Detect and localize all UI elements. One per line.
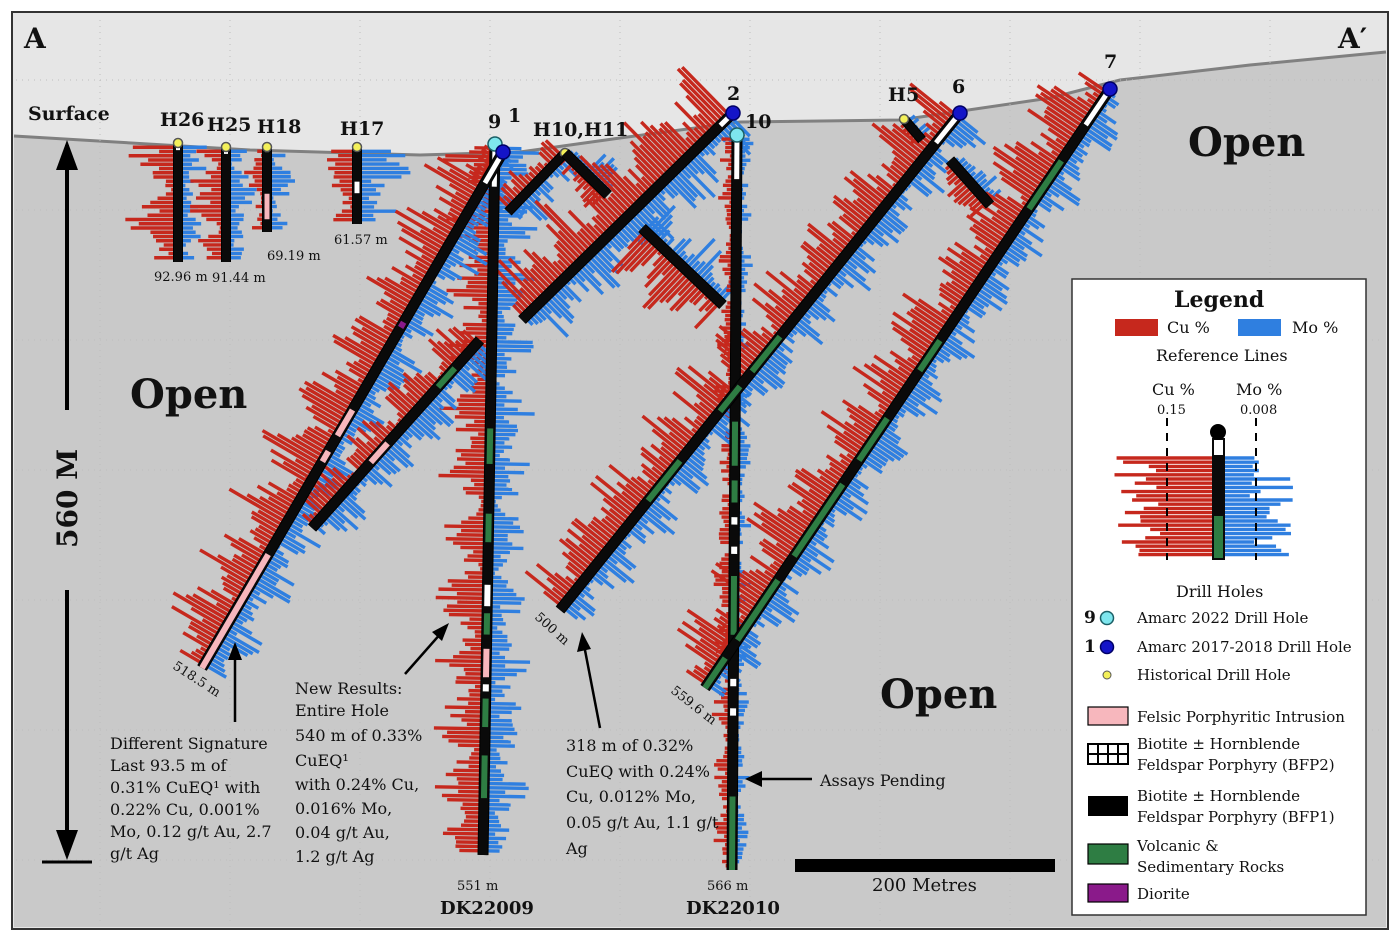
hole-label-9: 9 [488, 111, 501, 133]
svg-text:New Results:: New Results: [295, 679, 402, 698]
svg-text:Mo, 0.12 g/t Au, 2.7: Mo, 0.12 g/t Au, 2.7 [110, 822, 272, 841]
legend-mo-label: Mo % [1292, 318, 1338, 337]
hole-trace-h18 [263, 143, 272, 233]
legend-bfp2-label-line1: Biotite ± Hornblende [1137, 735, 1300, 753]
hole-label-1: 1 [508, 105, 521, 127]
legend: Legend Cu % Mo % Reference Lines Cu % 0.… [1072, 279, 1366, 915]
svg-text:CuEQ with 0.24%: CuEQ with 0.24% [566, 762, 710, 781]
open-label-top-right: Open [1188, 119, 1305, 166]
legend-felsic-label: Felsic Porphyritic Intrusion [1137, 708, 1345, 726]
svg-text:0.22% Cu, 0.001%: 0.22% Cu, 0.001% [110, 800, 260, 819]
svg-text:g/t Ag: g/t Ag [110, 844, 159, 863]
legend-diorite-label: Diorite [1137, 885, 1190, 903]
hole-label-h5: H5 [888, 84, 919, 106]
section-end-label: A′ [1337, 22, 1367, 55]
legend-cu-swatch [1115, 319, 1158, 336]
legend-volcanic-label-line1: Volcanic & [1136, 837, 1219, 855]
svg-text:318 m of 0.32%: 318 m of 0.32% [566, 736, 693, 755]
depth-label-10: 566 m [707, 879, 748, 894]
svg-text:Ag: Ag [565, 839, 588, 858]
collar-h26 [174, 139, 183, 148]
depth-label-h18: 69.19 m [267, 249, 321, 264]
svg-text:0.04 g/t Au,: 0.04 g/t Au, [295, 823, 390, 842]
hole-label-h18: H18 [257, 116, 301, 138]
svg-text:Entire Hole: Entire Hole [295, 701, 389, 720]
legend-amarc2017-symbol [1101, 641, 1114, 654]
legend-cu-label: Cu % [1167, 318, 1210, 337]
hole-label-7: 7 [1104, 51, 1117, 73]
legend-title: Legend [1174, 287, 1264, 313]
scale-bar-label: 200 Metres [872, 875, 977, 896]
hole-label-h17: H17 [340, 118, 384, 140]
collar-dh10 [730, 128, 744, 142]
hole-label-2: 2 [727, 83, 740, 105]
svg-text:540 m of 0.33%: 540 m of 0.33% [295, 726, 422, 745]
legend-amarc2022-number: 9 [1084, 608, 1096, 628]
hole-trace-h26 [174, 139, 183, 263]
legend-bfp1-label-line2: Feldspar Porphyry (BFP1) [1137, 808, 1335, 826]
legend-bfp2-swatch [1088, 744, 1128, 764]
hole-name-dk22010: DK22010 [686, 898, 780, 919]
legend-ref-cu-value: 0.15 [1157, 403, 1186, 418]
section-start-label: A [23, 22, 47, 55]
depth-label-9: 551 m [457, 879, 498, 894]
depth-label-h26: 92.96 m [154, 270, 208, 285]
surface-label: Surface [28, 103, 110, 125]
hole-trace-h17 [353, 143, 362, 225]
hole-name-dk22009: DK22009 [440, 898, 534, 919]
hole-label-h26: H26 [160, 109, 204, 131]
hole-label-h25: H25 [207, 114, 251, 136]
legend-reference-lines-title: Reference Lines [1156, 346, 1288, 365]
legend-volcanic-swatch [1088, 844, 1128, 864]
svg-text:0.016% Mo,: 0.016% Mo, [295, 799, 392, 818]
svg-text:0.05 g/t Au, 1.1 g/t: 0.05 g/t Au, 1.1 g/t [566, 813, 719, 832]
legend-amarc2022-symbol [1101, 612, 1114, 625]
collar-h17 [353, 143, 362, 152]
hole-label-10: 10 [745, 111, 771, 133]
svg-text:with 0.24% Cu,: with 0.24% Cu, [295, 775, 419, 794]
legend-bfp1-label-line1: Biotite ± Hornblende [1137, 787, 1300, 805]
legend-bfp2-label-line2: Feldspar Porphyry (BFP2) [1137, 756, 1335, 774]
svg-text:Last 93.5 m of: Last 93.5 m of [110, 756, 227, 775]
legend-historical-label: Historical Drill Hole [1137, 666, 1291, 684]
collar-dh6 [953, 106, 967, 120]
collar-dh2 [726, 106, 740, 120]
hole-label-6: 6 [952, 76, 965, 98]
legend-mo-swatch [1238, 319, 1281, 336]
collar-dh7 [1103, 82, 1117, 96]
legend-ref-cu-label: Cu % [1152, 380, 1195, 399]
legend-drill-holes-title: Drill Holes [1176, 582, 1263, 601]
legend-amarc2022-label: Amarc 2022 Drill Hole [1136, 609, 1309, 627]
legend-diorite-swatch [1088, 884, 1128, 902]
collar-h18 [263, 143, 272, 152]
legend-historical-symbol [1103, 671, 1111, 679]
open-label-left: Open [130, 371, 247, 418]
legend-volcanic-label-line2: Sedimentary Rocks [1137, 858, 1284, 876]
legend-amarc2017-number: 1 [1084, 637, 1096, 657]
legend-bfp1-swatch [1088, 796, 1128, 816]
scale-bar [795, 859, 1055, 872]
svg-text:1.2 g/t Ag: 1.2 g/t Ag [295, 847, 374, 866]
legend-amarc2017-label: Amarc 2017-2018 Drill Hole [1136, 638, 1352, 656]
svg-text:0.31% CuEQ¹ with: 0.31% CuEQ¹ with [110, 778, 260, 797]
hole-label-h10-h11: H10,H11 [533, 119, 628, 141]
collar-dh1 [496, 145, 510, 159]
depth-label: 560 M [51, 449, 84, 548]
depth-label-h25: 91.44 m [212, 271, 266, 286]
collar-h5 [900, 115, 909, 124]
legend-ref-mo-label: Mo % [1236, 380, 1282, 399]
annotation-assays-pending: Assays Pending [819, 771, 946, 790]
open-label-bottom: Open [880, 671, 997, 718]
hole-trace-h25 [222, 143, 231, 263]
svg-text:Cu, 0.012% Mo,: Cu, 0.012% Mo, [566, 787, 696, 806]
svg-text:CuEQ¹: CuEQ¹ [295, 751, 349, 770]
collar-h25 [222, 143, 231, 152]
depth-label-h17: 61.57 m [334, 233, 388, 248]
legend-ref-mo-value: 0.008 [1240, 403, 1277, 418]
legend-felsic-swatch [1088, 707, 1128, 725]
svg-text:Different Signature: Different Signature [110, 734, 268, 753]
